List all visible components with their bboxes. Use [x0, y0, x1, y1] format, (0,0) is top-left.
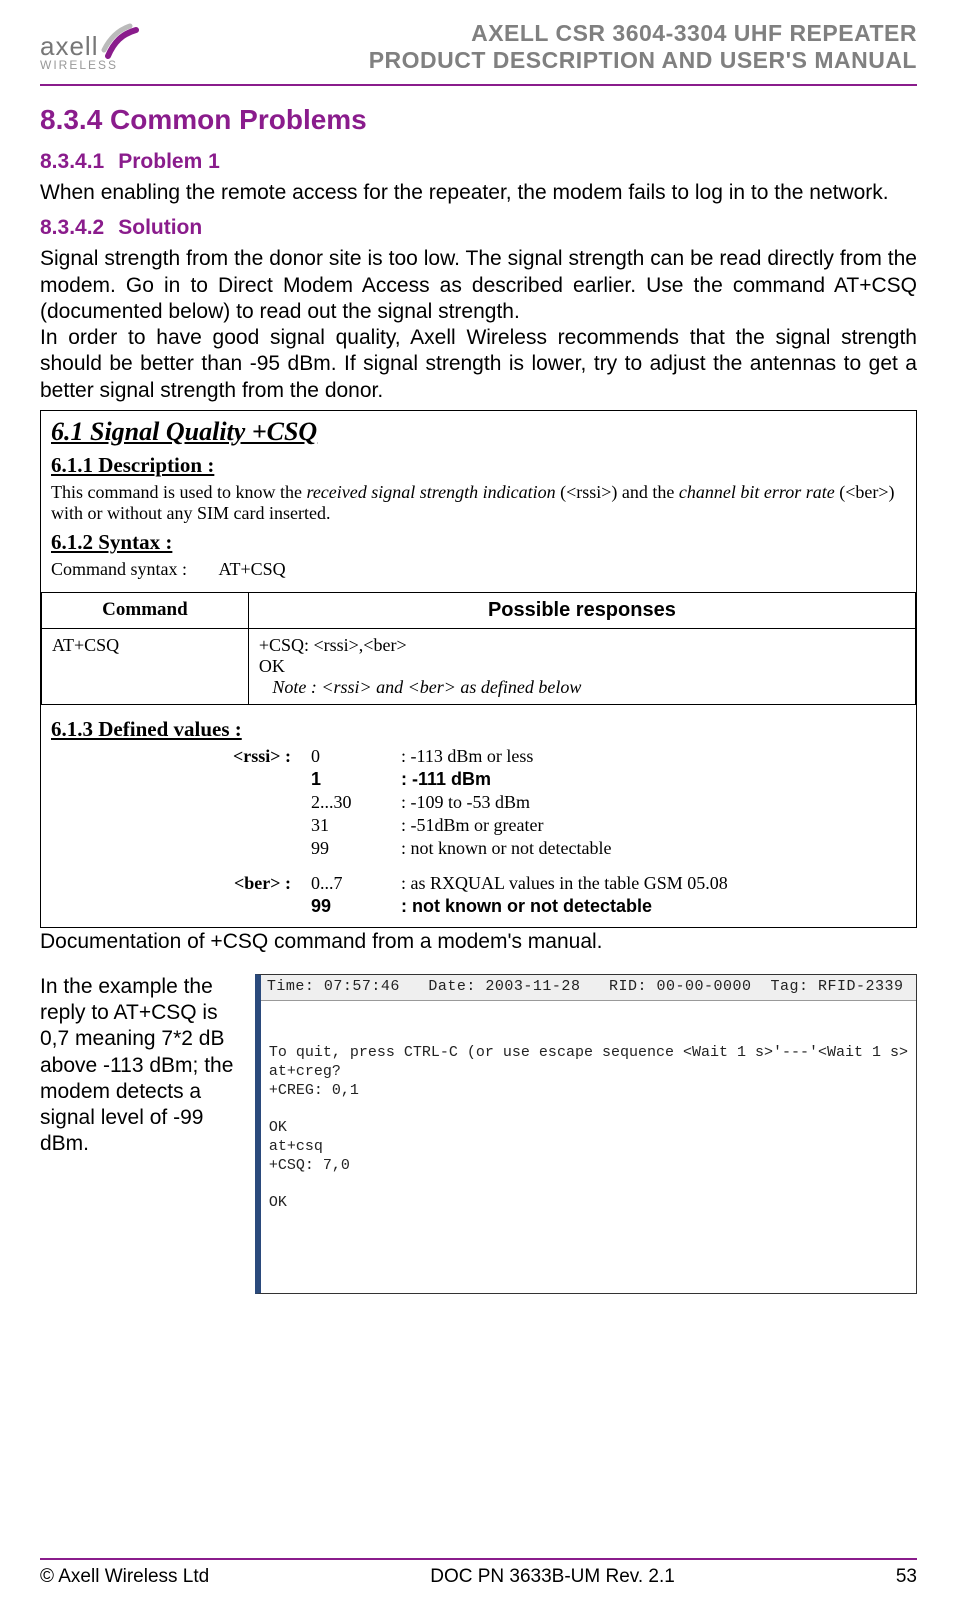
defined-meaning: : -109 to -53 dBm [401, 792, 906, 813]
th-command: Command [42, 592, 249, 628]
table-header-row: Command Possible responses [42, 592, 916, 628]
desc-part: (<rssi>) and the [556, 482, 679, 502]
section-heading: 8.3.4 Common Problems [40, 104, 917, 136]
logo-glyph-icon [100, 20, 140, 62]
resp-note: Note : <rssi> and <ber> as defined below [259, 677, 905, 698]
footer-left: © Axell Wireless Ltd [40, 1566, 209, 1588]
terminal-titlebar: Time: 07:57:46 Date: 2003-11-28 RID: 00-… [261, 975, 916, 1001]
csq-doc-box: 6.1 Signal Quality +CSQ 6.1.1 Descriptio… [40, 410, 917, 928]
defined-code: 2...30 [311, 792, 401, 813]
logo-subtext: WIRELESS [40, 58, 118, 72]
logo-text-stack: axell WIRELESS [40, 20, 140, 72]
command-table: Command Possible responses AT+CSQ +CSQ: … [41, 592, 916, 705]
defined-label [51, 792, 311, 813]
defined-meaning: : not known or not detectable [401, 838, 906, 859]
defined-code: 1 [311, 769, 401, 790]
syntax-label: Command syntax : [51, 559, 187, 579]
defined-label [51, 896, 311, 917]
defined-label [51, 838, 311, 859]
solution-para1: Signal strength from the donor site is t… [40, 246, 917, 325]
header-title-line2: PRODUCT DESCRIPTION AND USER'S MANUAL [369, 47, 917, 74]
table-row: AT+CSQ +CSQ: <rssi>,<ber> OK Note : <rss… [42, 628, 916, 704]
header-title-line1: AXELL CSR 3604-3304 UHF REPEATER [369, 20, 917, 47]
defined-label: <rssi> : [51, 746, 311, 767]
defined-label: <ber> : [51, 873, 311, 894]
defined-code: 0 [311, 746, 401, 767]
defined-code: 99 [311, 838, 401, 859]
subheading-title: Problem 1 [118, 150, 220, 173]
subheading-num: 8.3.4.1 [40, 150, 104, 173]
desc-em: received signal strength indication [306, 482, 555, 502]
defined-meaning: : -111 dBm [401, 769, 906, 790]
subheading-title: Solution [118, 216, 202, 239]
docbox-caption: Documentation of +CSQ command from a mod… [40, 930, 917, 954]
solution-para2: In order to have good signal quality, Ax… [40, 325, 917, 404]
desc-part: This command is used to know the [51, 482, 306, 502]
docbox-syntax-heading: 6.1.2 Syntax : [51, 530, 906, 555]
defined-code: 31 [311, 815, 401, 836]
defined-label [51, 815, 311, 836]
defined-meaning: : not known or not detectable [401, 896, 906, 917]
docbox-desc-text: This command is used to know the receive… [51, 482, 906, 524]
docbox-defined-heading: 6.1.3 Defined values : [51, 717, 906, 742]
desc-em: channel bit error rate [679, 482, 835, 502]
example-row: In the example the reply to AT+CSQ is 0,… [40, 974, 917, 1294]
subheading-num: 8.3.4.2 [40, 216, 104, 239]
docbox-main-heading: 6.1 Signal Quality +CSQ [51, 417, 906, 447]
footer-center: DOC PN 3633B-UM Rev. 2.1 [430, 1566, 675, 1588]
defined-meaning: : as RXQUAL values in the table GSM 05.0… [401, 873, 906, 894]
example-text: In the example the reply to AT+CSQ is 0,… [40, 974, 235, 1158]
header-rule [40, 84, 917, 86]
defined-meaning: : -51dBm or greater [401, 815, 906, 836]
footer-rule [40, 1558, 917, 1560]
subheading-problem1: 8.3.4.1 Problem 1 [40, 150, 917, 174]
defined-code: 0...7 [311, 873, 401, 894]
resp-line: OK [259, 656, 905, 677]
td-command: AT+CSQ [42, 628, 249, 704]
docbox-desc-heading: 6.1.1 Description : [51, 453, 906, 478]
docbox-syntax-line: Command syntax : AT+CSQ [51, 559, 906, 580]
defined-values-grid: <rssi> :0: -113 dBm or less1: -111 dBm2.… [51, 746, 906, 917]
th-response: Possible responses [248, 592, 915, 628]
resp-note-text: Note : <rssi> and <ber> as defined below [272, 677, 581, 697]
terminal-window: Time: 07:57:46 Date: 2003-11-28 RID: 00-… [255, 974, 917, 1294]
defined-label [51, 769, 311, 790]
problem1-text: When enabling the remote access for the … [40, 180, 917, 206]
page-footer: © Axell Wireless Ltd DOC PN 3633B-UM Rev… [40, 1552, 917, 1588]
page-header: axell WIRELESS AXELL CSR 3604-3304 UHF R… [40, 20, 917, 74]
logo: axell WIRELESS [40, 20, 140, 72]
td-response: +CSQ: <rssi>,<ber> OK Note : <rssi> and … [248, 628, 915, 704]
subheading-solution: 8.3.4.2 Solution [40, 216, 917, 240]
header-title: AXELL CSR 3604-3304 UHF REPEATER PRODUCT… [369, 20, 917, 74]
defined-meaning: : -113 dBm or less [401, 746, 906, 767]
defined-code: 99 [311, 896, 401, 917]
footer-right: 53 [896, 1566, 917, 1588]
resp-line: +CSQ: <rssi>,<ber> [259, 635, 905, 656]
syntax-cmd: AT+CSQ [219, 559, 286, 579]
terminal-body: To quit, press CTRL-C (or use escape seq… [269, 1044, 908, 1211]
